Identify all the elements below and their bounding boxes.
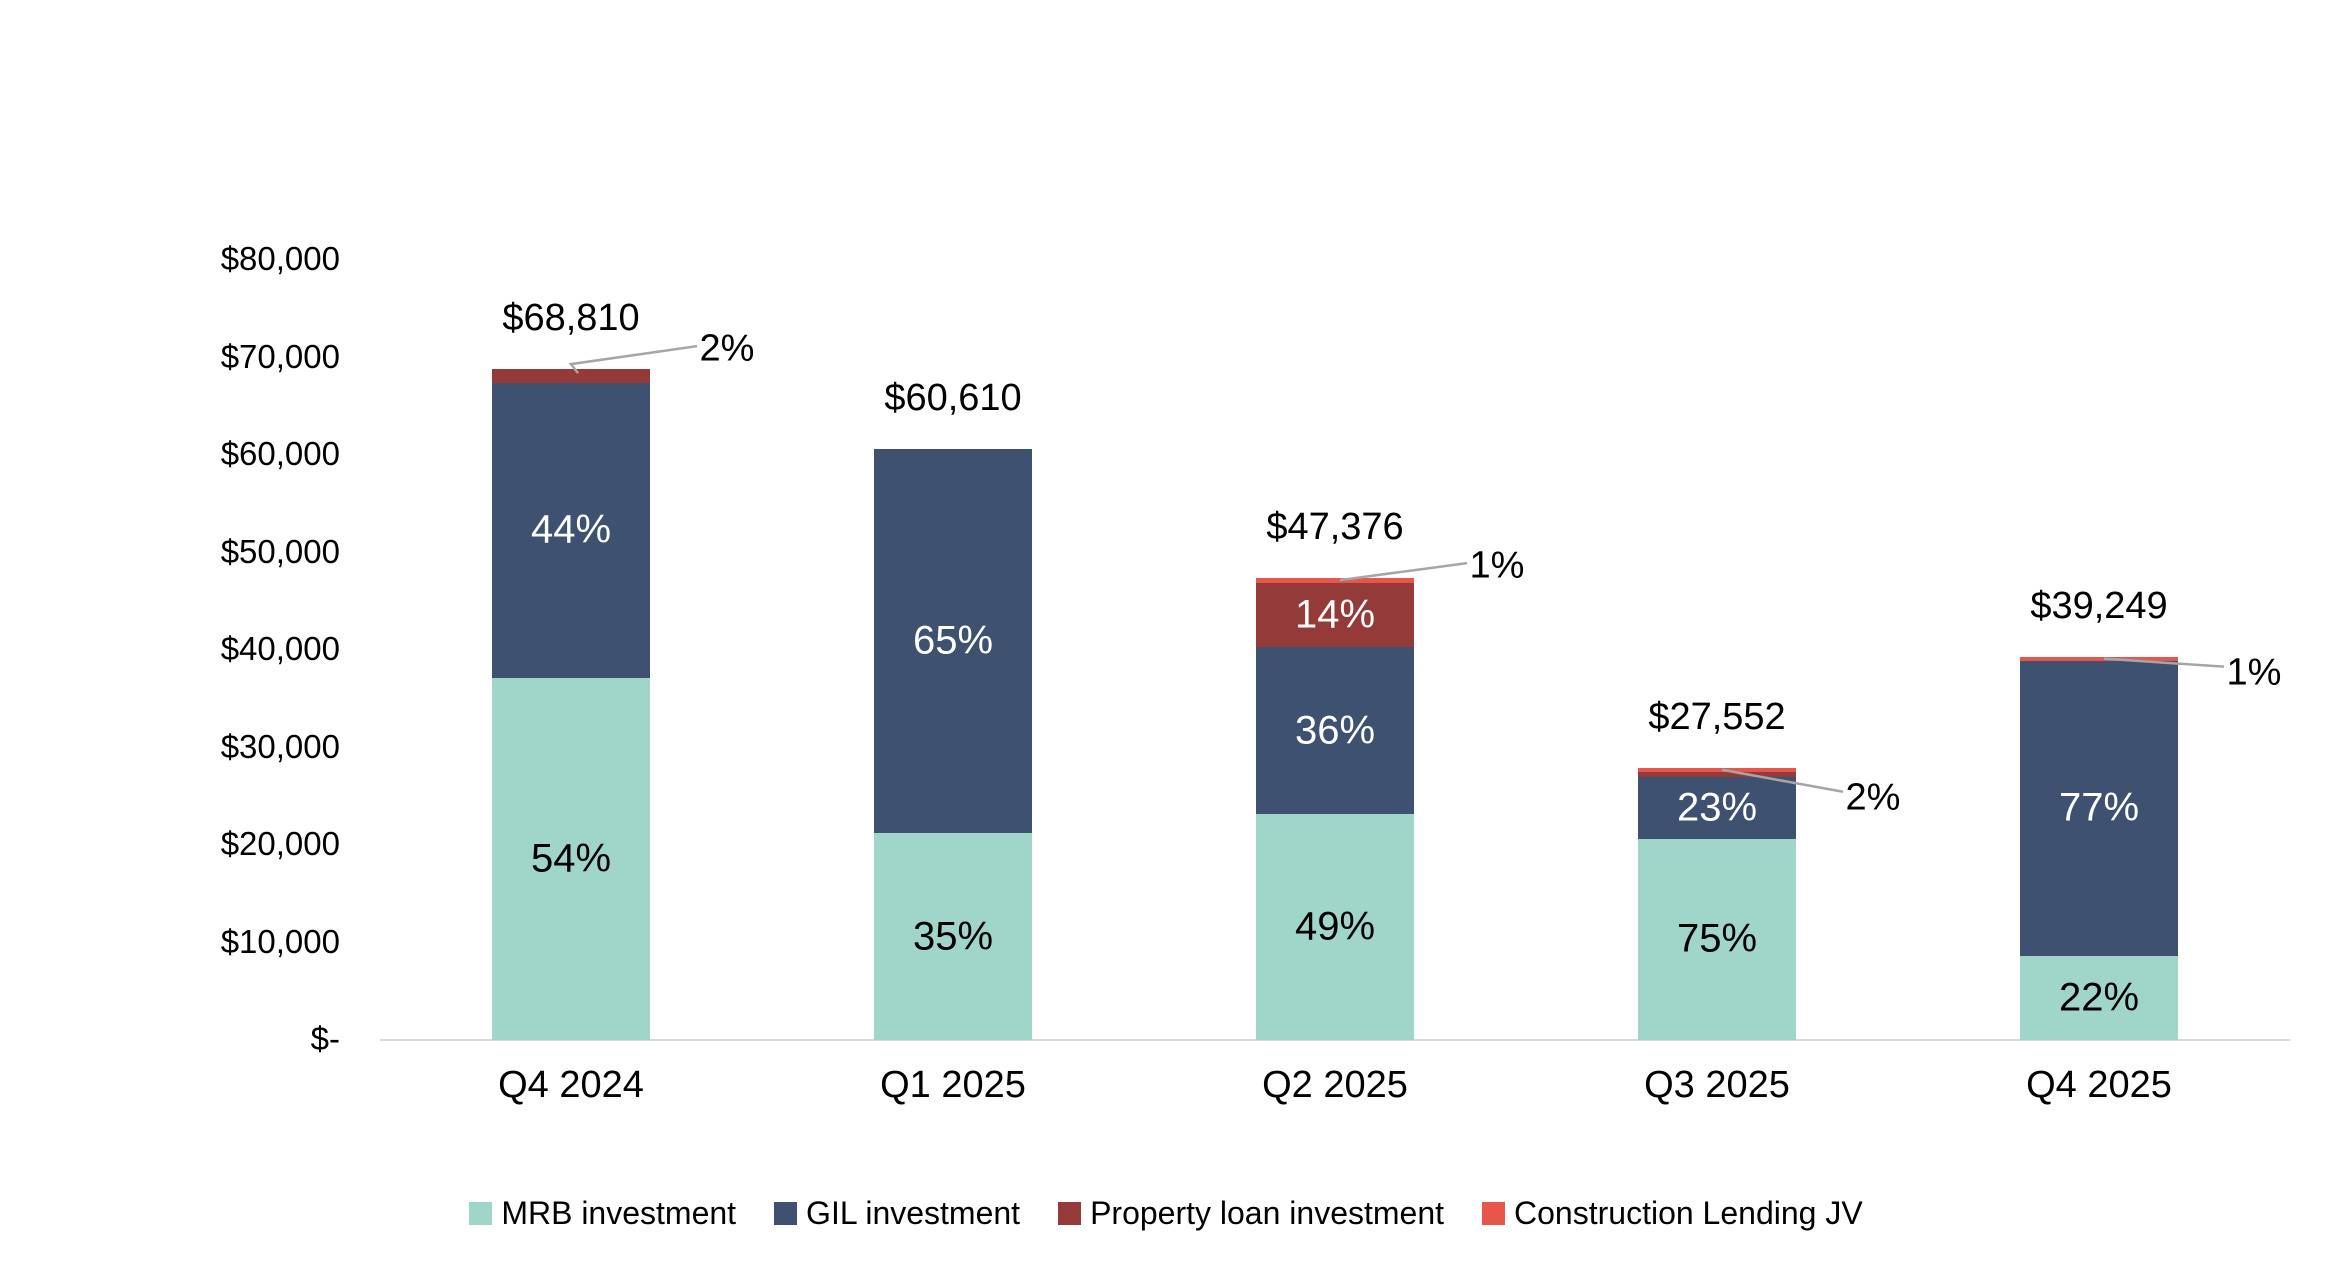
bar-segment-mrb-investment — [2020, 955, 2178, 1040]
legend-label: GIL investment — [806, 1194, 1021, 1231]
bar-segment-property-loan-investment — [492, 369, 650, 383]
bar-segment-gil-investment — [1256, 647, 1414, 814]
y-tick-label: $50,000 — [220, 532, 340, 570]
legend-label: Construction Lending JV — [1514, 1194, 1863, 1231]
x-axis-label: Q2 2025 — [1262, 1064, 1408, 1106]
segment-percent-label: 22% — [2058, 975, 2140, 1020]
legend-swatch-icon — [774, 1201, 798, 1225]
legend-swatch-icon — [1058, 1201, 1082, 1225]
segment-percent-label: 77% — [2058, 785, 2140, 830]
bar-segment-gil-investment — [2020, 661, 2178, 956]
segment-percent-label: 35% — [912, 914, 994, 959]
segment-percent-label: 44% — [530, 507, 612, 552]
bar-total-label: $47,376 — [1266, 506, 1404, 549]
bar-segment-property-loan-investment — [1256, 582, 1414, 648]
legend-label: Property loan investment — [1090, 1194, 1445, 1231]
legend-swatch-icon — [469, 1201, 493, 1225]
y-tick-label: $80,000 — [220, 240, 340, 278]
bar-segment-mrb-investment — [1256, 813, 1414, 1040]
bar-segment-mrb-investment — [1638, 838, 1796, 1040]
bar-segment-construction-lending-jv — [1256, 578, 1414, 583]
x-axis-label: Q4 2024 — [498, 1064, 644, 1106]
segment-percent-label: 65% — [912, 618, 994, 663]
bar-segment-property-loan-investment — [1638, 772, 1796, 777]
legend: MRB investment GIL investment Property loa… — [0, 1190, 2332, 1236]
y-tick-label: $- — [310, 1020, 340, 1058]
y-tick-label: $30,000 — [220, 727, 340, 765]
segment-percent-label: 75% — [1676, 916, 1758, 961]
y-tick-label: $60,000 — [220, 435, 340, 473]
callout-label: 1% — [2226, 651, 2282, 694]
legend-label: MRB investment — [501, 1194, 737, 1231]
x-axis-label: Q3 2025 — [1644, 1064, 1790, 1106]
x-axis-line — [380, 1039, 2290, 1041]
segment-percent-label: 49% — [1294, 904, 1376, 949]
legend-item-mrb-investment: MRB investment — [469, 1195, 736, 1232]
legend-item-gil-investment: GIL investment — [774, 1195, 1020, 1232]
segment-percent-label: 23% — [1676, 785, 1758, 830]
legend-swatch-icon — [1482, 1201, 1506, 1225]
bar-segment-construction-lending-jv — [1638, 767, 1796, 773]
segment-percent-label: 36% — [1294, 708, 1376, 753]
bar-segment-mrb-investment — [874, 833, 1032, 1040]
bar-segment-construction-lending-jv — [2020, 656, 2178, 662]
bar-total-label: $60,610 — [884, 377, 1022, 420]
legend-item-property-loan-investment: Property loan investment — [1058, 1195, 1444, 1232]
y-tick-label: $20,000 — [220, 825, 340, 863]
segment-percent-label: 14% — [1294, 592, 1376, 637]
callout-label: 2% — [699, 327, 755, 370]
legend-item-construction-lending-jv: Construction Lending JV — [1482, 1195, 1863, 1232]
bar-total-label: $39,249 — [2030, 584, 2168, 627]
bar-segment-mrb-investment — [492, 677, 650, 1040]
y-tick-label: $40,000 — [220, 630, 340, 668]
segment-percent-label: 54% — [530, 836, 612, 881]
callout-label: 2% — [1845, 776, 1901, 819]
callout-label: 1% — [1469, 544, 1525, 587]
x-axis-label: Q1 2025 — [880, 1064, 1026, 1106]
y-tick-label: $10,000 — [220, 922, 340, 960]
bar-total-label: $27,552 — [1648, 695, 1786, 738]
bar-total-label: $68,810 — [502, 297, 640, 340]
bar-segment-gil-investment — [874, 449, 1032, 834]
x-axis-label: Q4 2025 — [2026, 1064, 2172, 1106]
bar-segment-gil-investment — [492, 382, 650, 678]
y-tick-label: $70,000 — [220, 337, 340, 375]
